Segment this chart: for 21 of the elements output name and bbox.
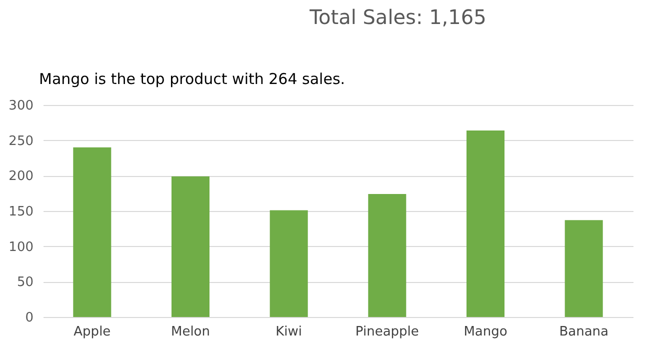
- y-tick-label: 300: [8, 98, 34, 114]
- y-tick-label: 0: [25, 310, 34, 326]
- bar: [73, 147, 112, 317]
- bar: [270, 210, 308, 317]
- y-tick-label: 200: [8, 169, 34, 184]
- bar: [368, 194, 406, 317]
- y-tick-label: 250: [8, 134, 34, 149]
- y-tick-label: 100: [8, 240, 34, 255]
- x-tick-label: Pineapple: [355, 324, 419, 340]
- chart-subtitle: Mango is the top product with 264 sales.: [39, 70, 346, 88]
- y-tick-label: 50: [16, 275, 34, 290]
- bar: [564, 220, 603, 317]
- bar: [466, 130, 504, 317]
- bar: [172, 176, 210, 317]
- x-tick-label: Mango: [464, 324, 508, 340]
- x-tick-label: Kiwi: [276, 324, 302, 340]
- chart-title: Total Sales: 1,165: [308, 5, 486, 29]
- x-tick-label: Banana: [559, 324, 608, 340]
- y-tick-label: 150: [8, 204, 34, 220]
- x-tick-label: Apple: [74, 324, 111, 340]
- x-tick-label: Melon: [170, 324, 210, 340]
